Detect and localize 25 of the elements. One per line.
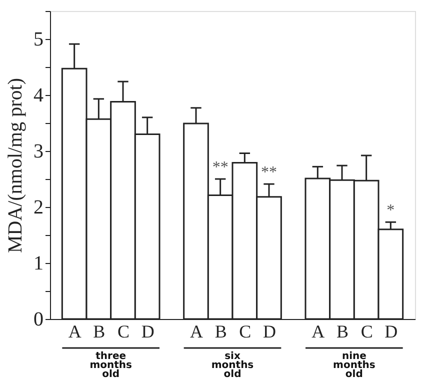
x-tick-label: C [117,322,130,342]
x-tick-label: D [384,322,398,342]
x-tick-label: A [190,322,203,342]
text: three months old [90,351,132,380]
data-label: ** [261,164,277,182]
y-axis-title: MDA/(nmol/mg prot) [4,78,26,253]
text: nine months old [333,351,376,380]
x-tick-label: A [312,322,325,342]
y-tick-label: 4 [34,84,44,106]
x-tick-label: C [360,322,373,342]
y-tick-label: 5 [34,28,44,50]
y-tick-label: 3 [34,140,44,162]
x-tick-label: D [141,322,154,342]
text: six months old [211,351,254,380]
data-label: ** [212,159,228,176]
x-tick-label: B [93,322,106,342]
x-tick-label: B [336,322,349,342]
x-tick-label: B [214,322,227,342]
x-tick-label: D [263,322,276,342]
y-tick-label: 2 [34,196,44,218]
y-tick-label: 0 [34,308,44,330]
y-tick-label: 1 [34,252,44,274]
x-tick-label: C [239,322,252,342]
data-label: * [386,202,395,220]
x-tick-label: A [68,322,82,342]
